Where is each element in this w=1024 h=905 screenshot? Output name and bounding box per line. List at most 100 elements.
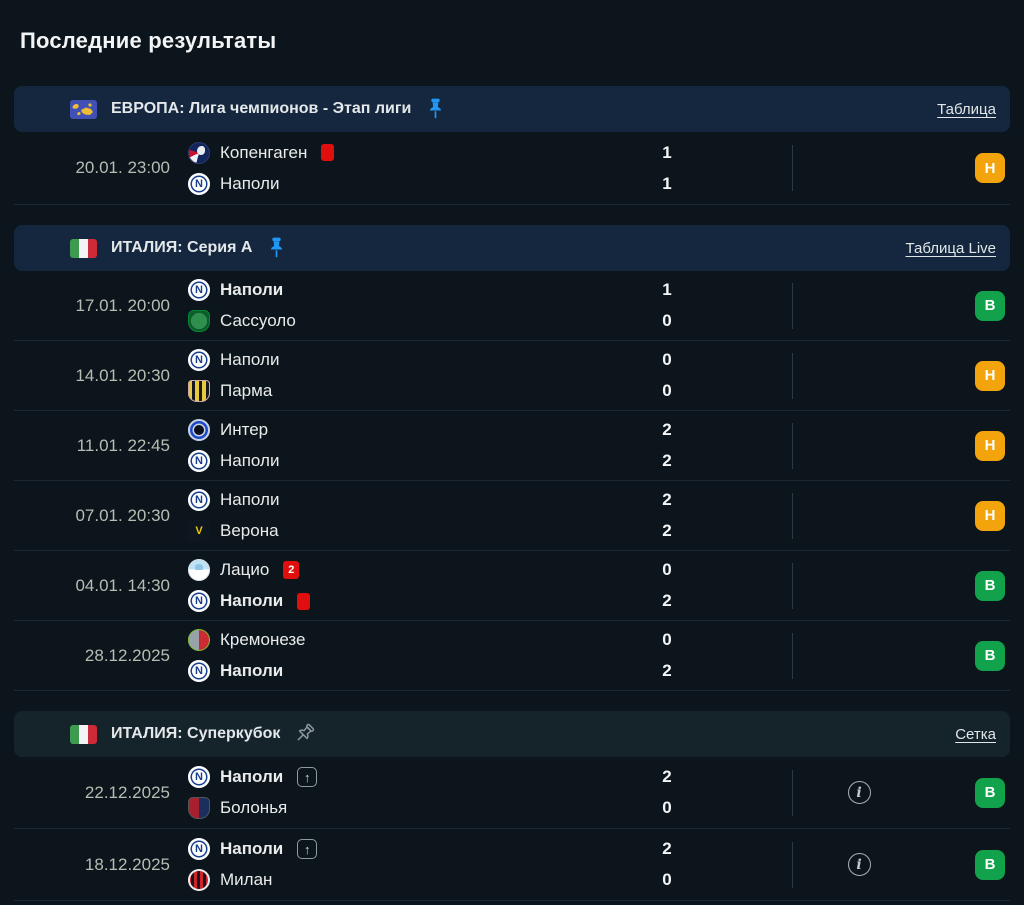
unpin-icon[interactable]	[292, 722, 316, 746]
result-badge[interactable]: В	[975, 290, 1005, 321]
result-badge[interactable]: В	[975, 570, 1005, 601]
napoli-logo	[188, 450, 210, 472]
info-zone: i	[793, 781, 925, 804]
team-name: Лацио	[220, 560, 270, 579]
result-badge[interactable]: В	[975, 849, 1005, 880]
teams-block: Наполи ↑ Милан	[184, 838, 647, 891]
pin-icon[interactable]	[423, 97, 448, 122]
match-row[interactable]: 20.01. 23:00КопенгагенНаполи11Н	[14, 132, 1010, 205]
teams-block: Наполи ↑ Болонья	[184, 766, 647, 819]
divider-space	[687, 632, 793, 679]
match-row[interactable]: 07.01. 20:30НаполиВерона22Н	[14, 481, 1010, 551]
team-name: Кремонезе	[220, 630, 306, 649]
vertical-divider	[792, 422, 793, 469]
home-score: 2	[662, 490, 672, 509]
home-score: 0	[662, 630, 672, 649]
napoli-logo	[188, 489, 210, 511]
result-badge[interactable]: Н	[975, 500, 1005, 531]
home-score: 2	[662, 420, 672, 439]
standings-link[interactable]: Таблица	[937, 100, 996, 118]
verona-logo	[188, 520, 210, 542]
result-zone: В	[925, 849, 1010, 880]
result-badge[interactable]: Н	[975, 153, 1005, 183]
parma-logo	[188, 380, 210, 402]
divider-space	[687, 769, 793, 816]
match-date: 04.01. 14:30	[75, 575, 170, 595]
vertical-divider	[792, 352, 793, 399]
team-line: Интер	[188, 419, 647, 441]
info-icon[interactable]: i	[847, 853, 871, 876]
away-score: 0	[662, 798, 672, 817]
team-name: Наполи	[220, 280, 284, 299]
divider-space	[687, 352, 793, 399]
result-zone: В	[925, 777, 1010, 808]
result-badge[interactable]: В	[975, 640, 1005, 671]
divider-space	[687, 422, 793, 469]
team-line: Лацио 2	[188, 559, 647, 581]
match-row[interactable]: 11.01. 22:45 Интер Наполи 2 2 Н	[14, 411, 1010, 481]
away-score: 1	[662, 173, 672, 193]
league-header[interactable]: ИТАЛИЯ: Серия А Таблица Live	[14, 225, 1010, 271]
advance-arrow-icon: ↑	[297, 839, 318, 859]
away-score: 2	[662, 451, 672, 470]
bologna-logo	[188, 797, 210, 819]
league-title: ЕВРОПА: Лига чемпионов - Этап лиги	[111, 100, 412, 117]
team-name: Наполи	[220, 839, 284, 858]
sections-container: ЕВРОПА: Лига чемпионов - Этап лиги Таблиц…	[14, 86, 1010, 901]
divider-space	[687, 841, 793, 888]
league-section: ИТАЛИЯ: Серия А Таблица Live 17.01. 20:00 Н…	[14, 225, 1010, 691]
team-line: Наполи	[188, 349, 647, 371]
napoli-logo	[188, 838, 210, 860]
team-name: Интер	[220, 420, 269, 439]
team-line: Наполи	[188, 279, 647, 301]
team-name: Наполи	[220, 661, 284, 680]
team-name: Милан	[220, 870, 273, 889]
info-icon[interactable]: i	[847, 781, 871, 804]
result-badge[interactable]: В	[975, 777, 1005, 808]
teams-block: Наполи Сассуоло	[184, 279, 647, 332]
league-header[interactable]: ИТАЛИЯ: Суперкубок Сетка	[14, 711, 1010, 757]
match-date: 07.01. 20:30	[75, 505, 170, 525]
napoli-logo	[188, 279, 210, 301]
result-badge[interactable]: Н	[975, 360, 1005, 391]
match-date: 11.01. 22:45	[76, 435, 170, 455]
team-name: Наполи	[220, 490, 280, 509]
napoli-logo	[188, 590, 210, 612]
sassuolo-logo	[188, 310, 210, 332]
page-title: Последние результаты	[20, 28, 277, 53]
league-header[interactable]: ЕВРОПА: Лига чемпионов - Этап лиги Таблиц…	[14, 86, 1010, 132]
match-row[interactable]: 28.12.2025КремонезеНаполи02В	[14, 621, 1010, 691]
team-line: Наполи ↑	[188, 838, 647, 860]
standings-link[interactable]: Сетка	[955, 725, 996, 743]
team-line: Наполи	[188, 590, 647, 612]
teams-block: Лацио 2 Наполи	[184, 559, 647, 612]
divider-space	[687, 562, 793, 609]
vertical-divider	[792, 562, 793, 609]
team-line: Парма	[188, 380, 647, 402]
vertical-divider	[792, 145, 793, 191]
team-name: Наполи	[220, 767, 284, 786]
result-zone: В	[925, 640, 1010, 671]
home-score: 0	[662, 560, 672, 579]
team-name: Наполи	[220, 591, 284, 610]
standings-link[interactable]: Таблица Live	[905, 239, 997, 257]
result-badge[interactable]: Н	[975, 430, 1005, 461]
team-name: Наполи	[220, 451, 280, 470]
pin-icon[interactable]	[264, 236, 289, 261]
match-date: 28.12.2025	[84, 645, 170, 665]
info-zone: i	[793, 853, 925, 876]
match-row[interactable]: 14.01. 20:30НаполиПарма00Н	[14, 341, 1010, 411]
divider-space	[687, 282, 793, 329]
divider-space	[687, 145, 793, 191]
result-zone: В	[925, 290, 1010, 321]
match-date: 18.12.2025	[84, 854, 170, 874]
match-row[interactable]: 17.01. 20:00НаполиСассуоло10В	[14, 271, 1010, 341]
team-line: Наполи ↑	[188, 766, 647, 788]
